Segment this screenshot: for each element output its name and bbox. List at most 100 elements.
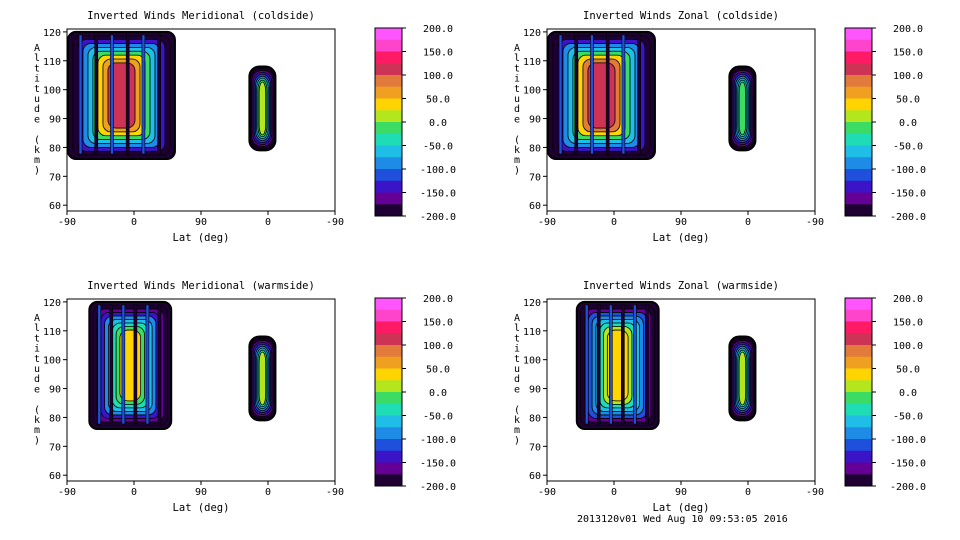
contour-streak — [608, 304, 613, 425]
colorbar-swatch — [845, 415, 872, 428]
colorbar-tick-label: 150.0 — [423, 48, 453, 59]
y-axis-label-char: e — [514, 384, 520, 395]
colorbar-swatch — [845, 75, 872, 88]
y-tick-label: 70 — [49, 442, 61, 453]
colorbar-swatch — [845, 427, 872, 440]
contour-streak — [157, 304, 162, 425]
y-axis-label-char: t — [34, 354, 40, 365]
colorbar-swatch — [845, 122, 872, 135]
x-tick-label: -90 — [326, 217, 344, 228]
colorbar-swatch — [375, 133, 402, 146]
colorbar-swatch — [845, 204, 872, 217]
colorbar-swatch — [845, 380, 872, 393]
colorbar-swatch — [375, 356, 402, 369]
colorbar-swatch — [375, 298, 402, 311]
contour-streak — [94, 34, 99, 155]
y-axis-label-char: k — [34, 145, 40, 156]
colorbar-tick-label: -150.0 — [890, 459, 926, 470]
x-tick-label: 0 — [745, 487, 751, 498]
y-axis-label-char: ) — [514, 435, 520, 446]
colorbar-swatch — [845, 474, 872, 487]
x-axis-label: Lat (deg) — [653, 502, 710, 514]
colorbar-swatch — [375, 157, 402, 170]
colorbar-tick-label: -150.0 — [420, 189, 456, 200]
colorbar-swatch — [845, 157, 872, 170]
y-axis-label-char: u — [514, 94, 520, 105]
colorbar-swatch — [845, 39, 872, 52]
y-axis-label-char: t — [34, 333, 40, 344]
colorbar-swatch — [845, 180, 872, 193]
contour-streak — [621, 34, 626, 155]
colorbar-swatch — [375, 345, 402, 358]
y-tick-label: 90 — [529, 385, 541, 396]
colorbar-tick-label: -200.0 — [420, 482, 456, 493]
colorbar-tick-label: -100.0 — [890, 435, 926, 446]
y-tick-label: 90 — [49, 385, 61, 396]
y-tick-label: 110 — [43, 327, 61, 338]
y-axis-label-char: e — [34, 114, 40, 125]
colorbar-swatch — [845, 51, 872, 64]
y-axis-label-char: ) — [34, 435, 40, 446]
colorbar-swatch — [375, 39, 402, 52]
colorbar-swatch — [845, 450, 872, 463]
contour-band — [738, 81, 747, 136]
y-axis-label-char: l — [34, 53, 40, 64]
colorbar-swatch — [845, 98, 872, 111]
colorbar-swatch — [375, 427, 402, 440]
colorbar-tick-label: -50.0 — [423, 142, 453, 153]
contour-streak — [157, 34, 161, 155]
x-axis-label: Lat (deg) — [653, 232, 710, 244]
colorbar-tick-label: 0.0 — [899, 118, 917, 129]
colorbar-tick-label: 200.0 — [893, 24, 923, 35]
colorbar-swatch — [375, 110, 402, 123]
x-tick-label: 90 — [195, 217, 207, 228]
colorbar-tick-label: -150.0 — [890, 189, 926, 200]
colorbar-swatch — [845, 439, 872, 452]
y-axis-label-char: i — [34, 344, 40, 355]
x-tick-label: 0 — [611, 487, 617, 498]
colorbar-tick-label: 50.0 — [426, 365, 450, 376]
colorbar-swatch — [845, 403, 872, 416]
y-tick-label: 70 — [529, 442, 541, 453]
y-tick-label: 70 — [49, 172, 61, 183]
contour-regions — [88, 300, 277, 430]
contour-streak — [97, 304, 102, 425]
y-axis-label-char: l — [34, 323, 40, 334]
y-tick-label: 60 — [529, 471, 541, 482]
colorbar-swatch — [845, 356, 872, 369]
y-tick-label: 120 — [43, 298, 61, 309]
colorbar-tick-label: -200.0 — [420, 212, 456, 223]
colorbar-swatch — [375, 392, 402, 405]
contour-streak — [621, 304, 625, 425]
x-tick-label: -90 — [58, 217, 76, 228]
colorbar-tick-label: 50.0 — [896, 95, 920, 106]
colorbar-tick-label: 150.0 — [423, 318, 453, 329]
y-axis-label-char: k — [514, 415, 520, 426]
colorbar-swatch — [845, 145, 872, 158]
colorbar-tick-label: 0.0 — [429, 118, 447, 129]
footer-timestamp: 2013120v01 Wed Aug 10 09:53:05 2016 — [577, 514, 788, 525]
y-axis-label-char: t — [514, 84, 520, 95]
y-axis-label-char: d — [34, 104, 40, 115]
y-tick-label: 60 — [529, 201, 541, 212]
contour-regions — [547, 30, 757, 161]
colorbar-swatch — [375, 192, 402, 205]
y-axis-label-char: l — [514, 53, 520, 64]
colorbar-tick-label: -200.0 — [890, 212, 926, 223]
contour-streak — [78, 34, 83, 155]
panel-4: Inverted Winds Zonal (warmside) 60 70 80 90 1… — [514, 280, 926, 514]
panel-title: Inverted Winds Zonal (coldside) — [583, 10, 779, 22]
y-axis-label-char: A — [514, 313, 520, 324]
y-tick-label: 60 — [49, 471, 61, 482]
y-axis-label-char: ) — [514, 165, 520, 176]
colorbar-tick-label: 50.0 — [896, 365, 920, 376]
colorbar-tick-label: 50.0 — [426, 95, 450, 106]
colorbar-swatch — [375, 450, 402, 463]
colorbar-tick-label: -100.0 — [420, 435, 456, 446]
contour-band — [258, 351, 267, 406]
y-tick-label: 80 — [529, 143, 541, 154]
x-tick-label: 0 — [131, 217, 137, 228]
